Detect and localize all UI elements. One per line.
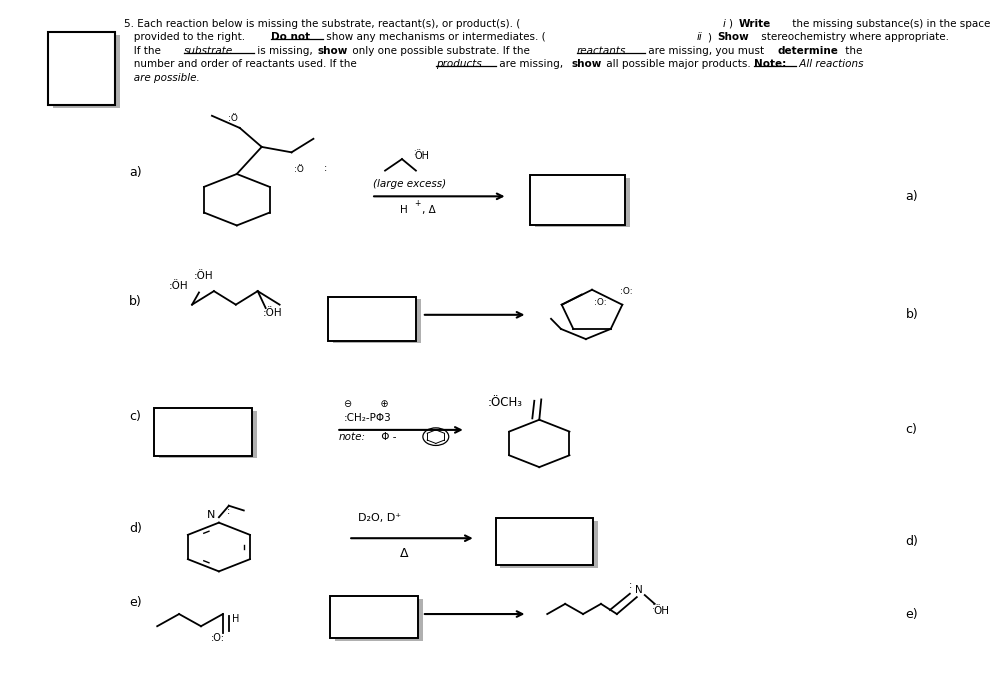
Text: e): e) (905, 607, 917, 621)
Polygon shape (159, 411, 256, 458)
Text: Δ: Δ (400, 547, 409, 561)
Text: determine: determine (776, 46, 837, 56)
Text: H: H (400, 205, 408, 215)
Text: stereochemistry where appropriate.: stereochemistry where appropriate. (757, 32, 948, 42)
Text: , Δ: , Δ (421, 205, 435, 215)
Text: d): d) (905, 535, 917, 548)
Text: d): d) (129, 521, 142, 535)
Text: e): e) (129, 596, 142, 609)
Text: :: : (227, 506, 230, 516)
Text: :ÖH: :ÖH (194, 271, 214, 281)
Text: the missing substance(s) in the space: the missing substance(s) in the space (788, 19, 989, 28)
Text: ÖH: ÖH (653, 606, 669, 615)
Text: products: products (435, 60, 481, 69)
Polygon shape (333, 299, 420, 343)
Text: b): b) (129, 294, 142, 308)
Text: :O:: :O: (593, 298, 606, 307)
Text: a): a) (129, 166, 142, 179)
Text: reactants: reactants (577, 46, 626, 56)
Text: :: : (628, 580, 631, 590)
Text: show: show (317, 46, 348, 56)
Text: :: : (413, 148, 415, 157)
Text: are possible.: are possible. (124, 73, 200, 83)
Text: :Ö: :Ö (228, 114, 238, 123)
Text: If the: If the (124, 46, 164, 56)
Text: i: i (722, 19, 725, 28)
Text: the: the (841, 46, 861, 56)
Polygon shape (495, 518, 592, 565)
Text: D₂O, D⁺: D₂O, D⁺ (358, 513, 401, 523)
Text: :: : (323, 163, 326, 173)
Text: N: N (634, 585, 642, 595)
Text: number and order of reactants used. If the: number and order of reactants used. If t… (124, 60, 360, 69)
Text: :O:: :O: (619, 287, 632, 297)
Text: :ÖH: :ÖH (262, 308, 282, 318)
Text: :ÖH: :ÖH (169, 281, 189, 290)
Text: note:: note: (338, 432, 365, 441)
Polygon shape (335, 599, 422, 641)
Polygon shape (535, 178, 629, 227)
Text: c): c) (129, 410, 141, 423)
Polygon shape (330, 596, 417, 638)
Text: H: H (232, 615, 239, 624)
Text: all possible major products.: all possible major products. (602, 60, 753, 69)
Text: b): b) (905, 308, 917, 322)
Text: +: + (414, 199, 419, 208)
Text: (large excess): (large excess) (373, 179, 445, 189)
Text: ): ) (708, 32, 715, 42)
Text: :Ö: :Ö (293, 165, 303, 173)
Text: :: : (651, 602, 654, 611)
Text: :ÖCH₃: :ÖCH₃ (487, 396, 522, 410)
Text: ⊕: ⊕ (368, 399, 389, 409)
Text: Note:: Note: (753, 60, 785, 69)
Polygon shape (328, 297, 415, 341)
Text: are missing,: are missing, (495, 60, 566, 69)
Text: Write: Write (738, 19, 769, 28)
Text: Show: Show (717, 32, 748, 42)
Polygon shape (500, 521, 597, 568)
Text: Do not: Do not (270, 32, 309, 42)
Text: is missing,: is missing, (253, 46, 315, 56)
Polygon shape (48, 32, 115, 105)
Text: substrate: substrate (184, 46, 233, 56)
Text: are missing, you must: are missing, you must (644, 46, 766, 56)
Text: a): a) (905, 190, 917, 203)
Text: ⊖: ⊖ (343, 399, 351, 409)
Text: show any mechanisms or intermediates. (: show any mechanisms or intermediates. ( (323, 32, 546, 42)
Polygon shape (530, 175, 624, 225)
Text: show: show (571, 60, 601, 69)
Text: :O:: :O: (211, 633, 225, 642)
Text: provided to the right.: provided to the right. (124, 32, 248, 42)
Polygon shape (154, 408, 251, 456)
Text: N: N (207, 510, 215, 520)
Text: :CH₂-PΦ3: :CH₂-PΦ3 (343, 413, 391, 422)
Text: ): ) (729, 19, 736, 28)
Text: ii: ii (696, 32, 702, 42)
Text: Φ -: Φ - (378, 432, 400, 441)
Text: only one possible substrate. If the: only one possible substrate. If the (349, 46, 533, 56)
Circle shape (422, 428, 448, 445)
Polygon shape (53, 35, 120, 108)
Text: 5. Each reaction below is missing the substrate, reactant(s), or product(s). (: 5. Each reaction below is missing the su… (124, 19, 520, 28)
Text: ÖH: ÖH (414, 151, 429, 161)
Text: All reactions: All reactions (795, 60, 863, 69)
Text: c): c) (905, 423, 916, 437)
